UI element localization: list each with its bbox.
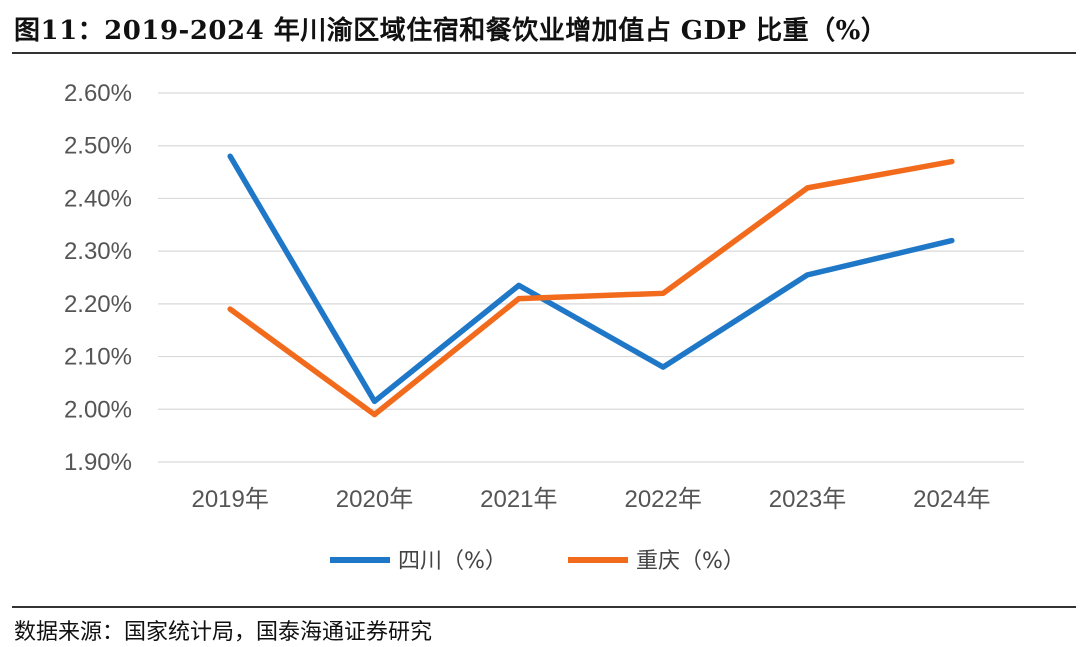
title-divider [12, 52, 1076, 54]
source-note: 数据来源：国家统计局，国泰海通证券研究 [14, 620, 433, 645]
series-line-0 [227, 153, 955, 405]
legend-label: 重庆（%） [636, 549, 745, 574]
y-tick-label: 2.40% [64, 185, 132, 212]
legend: 四川（%） 重庆（%） [330, 549, 745, 574]
y-tick-label: 1.90% [64, 449, 132, 476]
y-tick-label: 2.50% [64, 133, 132, 160]
chart-title: 图11：2019-2024 年川渝区域住宿和餐饮业增加值占 GDP 比重（%） [14, 16, 888, 46]
y-tick-label: 2.20% [64, 291, 132, 318]
y-tick-label: 2.00% [64, 396, 132, 423]
x-tick-label: 2024年 [913, 486, 990, 513]
y-tick-label: 2.60% [64, 80, 132, 107]
series-line-1 [227, 158, 955, 418]
x-tick-label: 2022年 [624, 486, 701, 513]
x-tick-label: 2019年 [191, 486, 268, 513]
x-axis-ticks: 2019年 2020年 2021年 2022年 2023年 2024年 [191, 486, 990, 513]
x-tick-label: 2021年 [480, 486, 557, 513]
series-lines [227, 153, 955, 418]
line-chart: 1.90% 2.00% 2.10% 2.20% 2.30% 2.40% 2.50% 2.60%… [64, 80, 1024, 574]
x-tick-label: 2023年 [769, 486, 846, 513]
x-tick-label: 2020年 [336, 486, 413, 513]
y-tick-label: 2.10% [64, 344, 132, 371]
grid-lines [158, 92, 1024, 463]
y-axis-ticks: 1.90% 2.00% 2.10% 2.20% 2.30% 2.40% 2.50% 2.60% [64, 80, 132, 476]
source-divider [12, 606, 1076, 608]
y-tick-label: 2.30% [64, 238, 132, 265]
legend-label: 四川（%） [398, 549, 507, 574]
